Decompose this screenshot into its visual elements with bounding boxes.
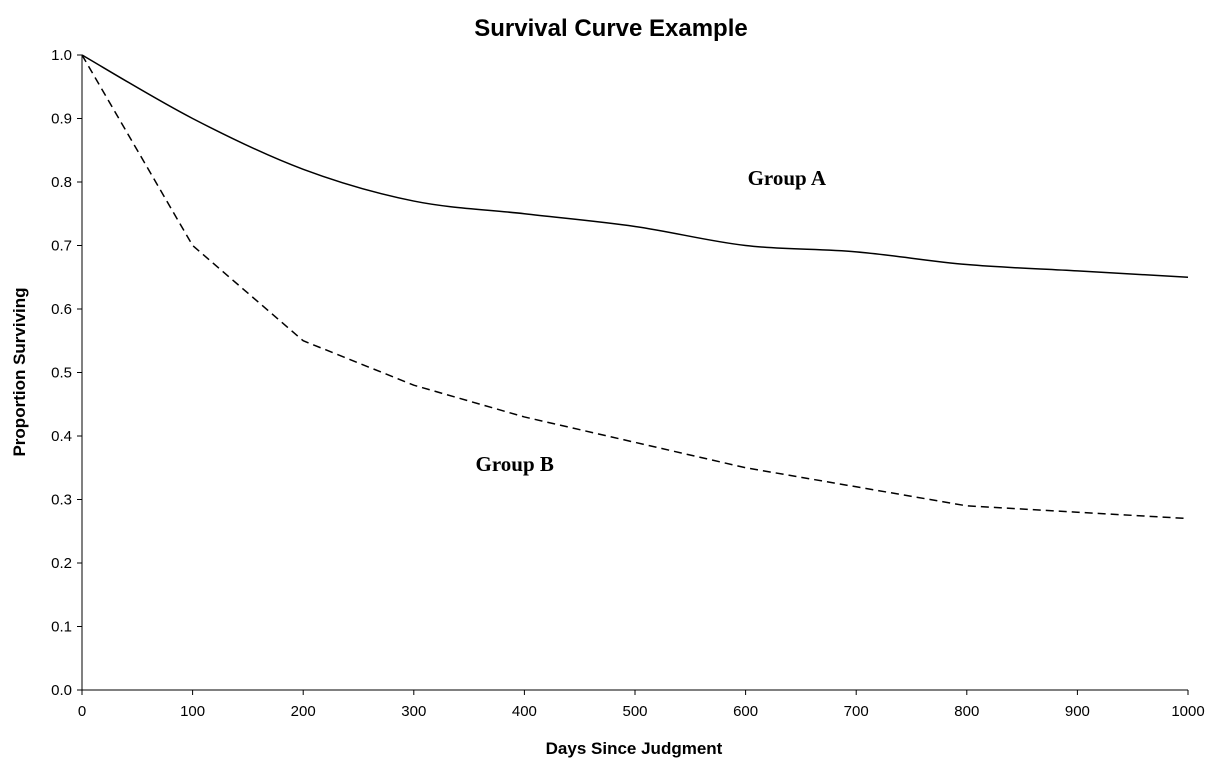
axes	[81, 55, 1188, 691]
x-axis-title: Days Since Judgment	[546, 739, 723, 758]
y-tick-label: 0.6	[51, 301, 72, 318]
y-tick-label: 0.4	[51, 428, 72, 445]
x-tick-label: 900	[1065, 703, 1090, 720]
series-labels: Group A Group B	[476, 166, 827, 476]
y-axis-ticks: 0.0 0.1 0.2 0.3 0.4 0.5 0.6 0.7 0.8 0.9 1.0	[51, 47, 82, 699]
chart-title: Survival Curve Example	[474, 15, 747, 42]
x-tick-label: 1000	[1171, 703, 1204, 720]
x-tick-label: 100	[180, 703, 205, 720]
y-tick-label: 0.0	[51, 682, 72, 699]
series-line-group-a	[81, 54, 1189, 278]
y-tick-label: 0.2	[51, 555, 72, 572]
x-tick-label: 700	[844, 703, 869, 720]
series-label-group-b: Group B	[476, 452, 554, 476]
x-axis-ticks: 0 100 200 300 400 500 600 700 800 900 1000	[78, 690, 1205, 720]
y-tick-label: 0.3	[51, 492, 72, 509]
series-label-group-a: Group A	[748, 166, 827, 190]
x-tick-label: 200	[291, 703, 316, 720]
y-tick-label: 1.0	[51, 47, 72, 64]
y-tick-label: 0.1	[51, 619, 72, 636]
x-tick-label: 500	[622, 703, 647, 720]
x-tick-label: 600	[733, 703, 758, 720]
series-lines	[81, 54, 1189, 520]
x-tick-label: 400	[512, 703, 537, 720]
y-tick-label: 0.9	[51, 111, 72, 128]
y-tick-label: 0.5	[51, 365, 72, 382]
y-tick-label: 0.7	[51, 238, 72, 255]
x-tick-label: 800	[954, 703, 979, 720]
series-line-group-b	[81, 54, 1189, 520]
x-tick-label: 0	[78, 703, 86, 720]
x-tick-label: 300	[401, 703, 426, 720]
y-axis-title: Proportion Surviving	[10, 287, 29, 456]
y-tick-label: 0.8	[51, 174, 72, 191]
